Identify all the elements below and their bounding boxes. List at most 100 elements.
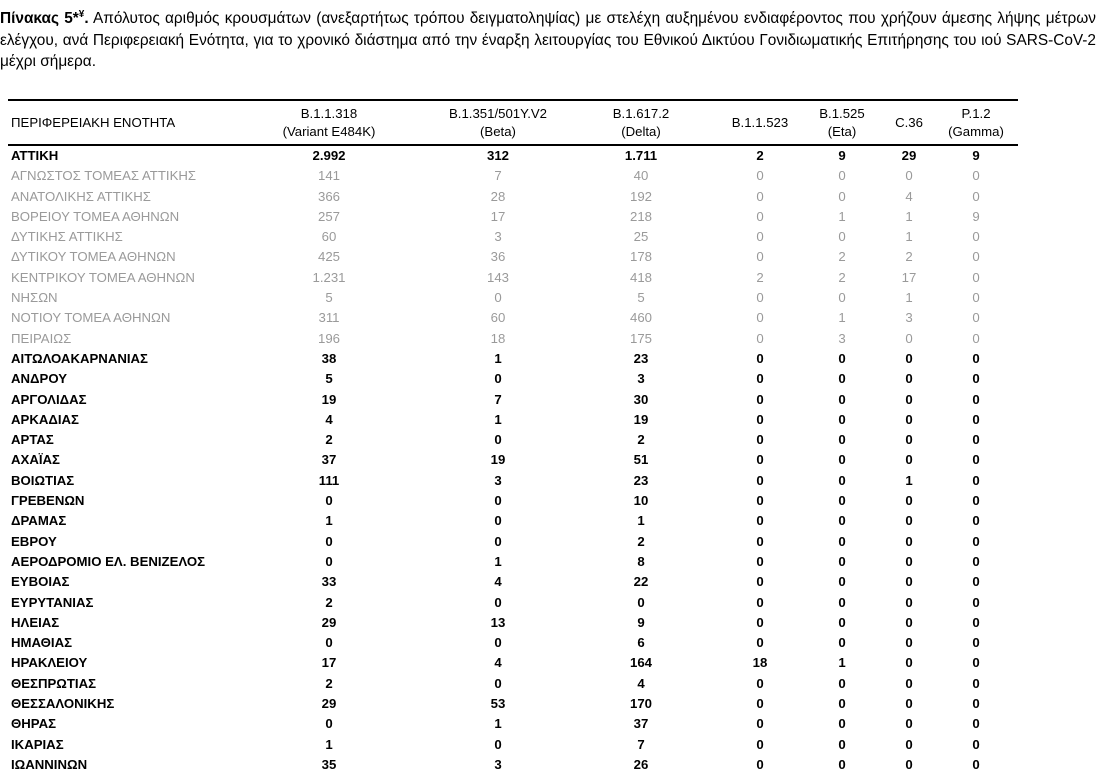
- case-count-cell: 37: [633, 716, 649, 732]
- case-count-cell: 2: [325, 432, 333, 448]
- case-count-cell: 5: [637, 290, 645, 306]
- case-count-cell: 0: [838, 350, 846, 366]
- case-count-cell: 1.231: [312, 269, 346, 285]
- case-count-cell: 0: [756, 188, 764, 204]
- case-count-cell: 0: [838, 371, 846, 387]
- case-count-cell: 0: [972, 513, 980, 529]
- region-name-cell: ΑΓΝΩΣΤΟΣ ΤΟΜΕΑΣ ΑΤΤΙΚΗΣ: [11, 168, 197, 184]
- case-count-cell: 192: [629, 188, 652, 204]
- case-count-cell: 60: [321, 229, 337, 245]
- column-header-line1: B.1.525: [819, 105, 865, 121]
- case-count-cell: 0: [494, 290, 502, 306]
- case-count-cell: 0: [905, 655, 913, 671]
- case-count-cell: 4: [494, 655, 502, 671]
- region-name-cell: ΑΤΤΙΚΗ: [11, 148, 59, 163]
- case-count-cell: 19: [633, 411, 649, 427]
- case-count-cell: 0: [905, 696, 913, 712]
- region-name-cell: ΗΡΑΚΛΕΙΟΥ: [11, 655, 88, 671]
- case-count-cell: 33: [321, 574, 337, 590]
- case-count-cell: 0: [905, 452, 913, 468]
- case-count-cell: 0: [838, 411, 846, 427]
- case-count-cell: 38: [321, 350, 337, 366]
- column-header-variant: B.1.525 (Eta): [800, 100, 884, 145]
- case-count-cell: 0: [756, 249, 764, 265]
- case-count-cell: 175: [629, 330, 652, 346]
- case-count-cell: 23: [633, 350, 649, 366]
- case-count-cell: 3: [494, 756, 502, 772]
- case-count-cell: 35: [321, 756, 337, 772]
- case-count-cell: 0: [972, 452, 980, 468]
- case-count-cell: 0: [905, 553, 913, 569]
- case-count-cell: 2: [838, 249, 846, 265]
- case-count-cell: 0: [905, 493, 913, 509]
- region-name-cell: ΘΗΡΑΣ: [11, 716, 57, 732]
- case-count-cell: 257: [317, 208, 340, 224]
- case-count-cell: 0: [494, 493, 502, 509]
- case-count-cell: 0: [838, 391, 846, 407]
- table-header: ΠΕΡΙΦΕΡΕΙΑΚΗ ΕΝΟΤΗΤΑ B.1.1.318 (Variant E4…: [8, 100, 1018, 145]
- case-count-cell: 29: [321, 696, 337, 712]
- region-name-cell: ΝΟΤΙΟΥ ΤΟΜΕΑ ΑΘΗΝΩΝ: [11, 310, 171, 326]
- case-count-cell: 19: [321, 391, 337, 407]
- region-name-cell: ΑΙΤΩΛΟΑΚΑΡΝΑΝΙΑΣ: [11, 350, 148, 366]
- case-count-cell: 25: [633, 229, 649, 245]
- case-count-cell: 0: [325, 716, 333, 732]
- case-count-cell: 2: [325, 594, 333, 610]
- column-header-line2: (Eta): [827, 123, 857, 139]
- case-count-cell: 0: [972, 655, 980, 671]
- case-count-cell: 7: [637, 736, 645, 752]
- table-row: ΗΡΑΚΛΕΙΟΥ 17 4 164 18 1 0 0: [8, 653, 1018, 673]
- case-count-cell: 0: [972, 290, 980, 306]
- case-count-cell: 22: [633, 574, 649, 590]
- case-count-cell: 0: [905, 635, 913, 651]
- case-count-cell: 7: [494, 168, 502, 184]
- case-count-cell: 311: [318, 310, 340, 326]
- case-count-cell: 1: [637, 513, 645, 529]
- table-row: ΕΥΒΟΙΑΣ 33 4 22 0 0 0 0: [8, 572, 1018, 592]
- case-count-cell: 0: [756, 472, 764, 488]
- case-count-cell: 0: [972, 310, 980, 326]
- case-count-cell: 196: [317, 330, 340, 346]
- case-count-cell: 53: [490, 696, 506, 712]
- column-header-variant: P.1.2 (Gamma): [934, 100, 1018, 145]
- case-count-cell: 0: [972, 553, 980, 569]
- case-count-cell: 0: [756, 635, 764, 651]
- table-row: ΑΡΤΑΣ 2 0 2 0 0 0 0: [8, 430, 1018, 450]
- case-count-cell: 26: [633, 756, 649, 772]
- case-count-cell: 0: [756, 553, 764, 569]
- case-count-cell: 0: [756, 310, 764, 326]
- case-count-cell: 0: [972, 756, 980, 772]
- table-row: ΑΡΚΑΔΙΑΣ 4 1 19 0 0 0 0: [8, 410, 1018, 430]
- case-count-cell: 9: [972, 208, 980, 224]
- case-count-cell: 3: [905, 310, 913, 326]
- table-row-subregion: ΑΓΝΩΣΤΟΣ ΤΟΜΕΑΣ ΑΤΤΙΚΗΣ 141 7 40 0 0 0 0: [8, 166, 1018, 186]
- case-count-cell: 3: [494, 472, 502, 488]
- case-count-cell: 3: [494, 229, 502, 245]
- caption-superscript: ¥: [78, 9, 85, 20]
- table-row: ΙΚΑΡΙΑΣ 1 0 7 0 0 0 0: [8, 735, 1018, 755]
- case-count-cell: 30: [633, 391, 649, 407]
- case-count-cell: 0: [756, 696, 764, 712]
- column-header-line1: ΠΕΡΙΦΕΡΕΙΑΚΗ ΕΝΟΤΗΤΑ: [11, 114, 176, 130]
- column-header-line1: P.1.2: [961, 105, 991, 121]
- table-row-subregion: ΝΟΤΙΟΥ ΤΟΜΕΑ ΑΘΗΝΩΝ 311 60 460 0 1 3 0: [8, 308, 1018, 328]
- table-row: ΗΜΑΘΙΑΣ 0 0 6 0 0 0 0: [8, 633, 1018, 653]
- case-count-cell: 0: [756, 594, 764, 610]
- case-count-cell: 0: [325, 493, 333, 509]
- table-row-subregion: ΔΥΤΙΚΟΥ ΤΟΜΕΑ ΑΘΗΝΩΝ 425 36 178 0 2 2 0: [8, 247, 1018, 267]
- case-count-cell: 0: [838, 675, 846, 691]
- region-name-cell: ΚΕΝΤΡΙΚΟΥ ΤΟΜΕΑ ΑΘΗΝΩΝ: [11, 269, 195, 285]
- case-count-cell: 0: [325, 635, 333, 651]
- table-row-subregion: ΑΝΑΤΟΛΙΚΗΣ ΑΤΤΙΚΗΣ 366 28 192 0 0 4 0: [8, 187, 1018, 207]
- column-header-line1: C.36: [895, 114, 923, 130]
- case-count-cell: 4: [905, 188, 913, 204]
- caption-label: Πίνακας 5*: [0, 10, 79, 27]
- case-count-cell: 0: [838, 229, 846, 245]
- region-name-cell: ΗΜΑΘΙΑΣ: [11, 635, 73, 651]
- case-count-cell: 9: [972, 148, 980, 163]
- table-row: ΗΛΕΙΑΣ 29 13 9 0 0 0 0: [8, 613, 1018, 633]
- case-count-cell: 0: [905, 574, 913, 590]
- case-count-cell: 13: [490, 614, 506, 630]
- case-count-cell: 1: [838, 655, 846, 671]
- case-count-cell: 0: [905, 513, 913, 529]
